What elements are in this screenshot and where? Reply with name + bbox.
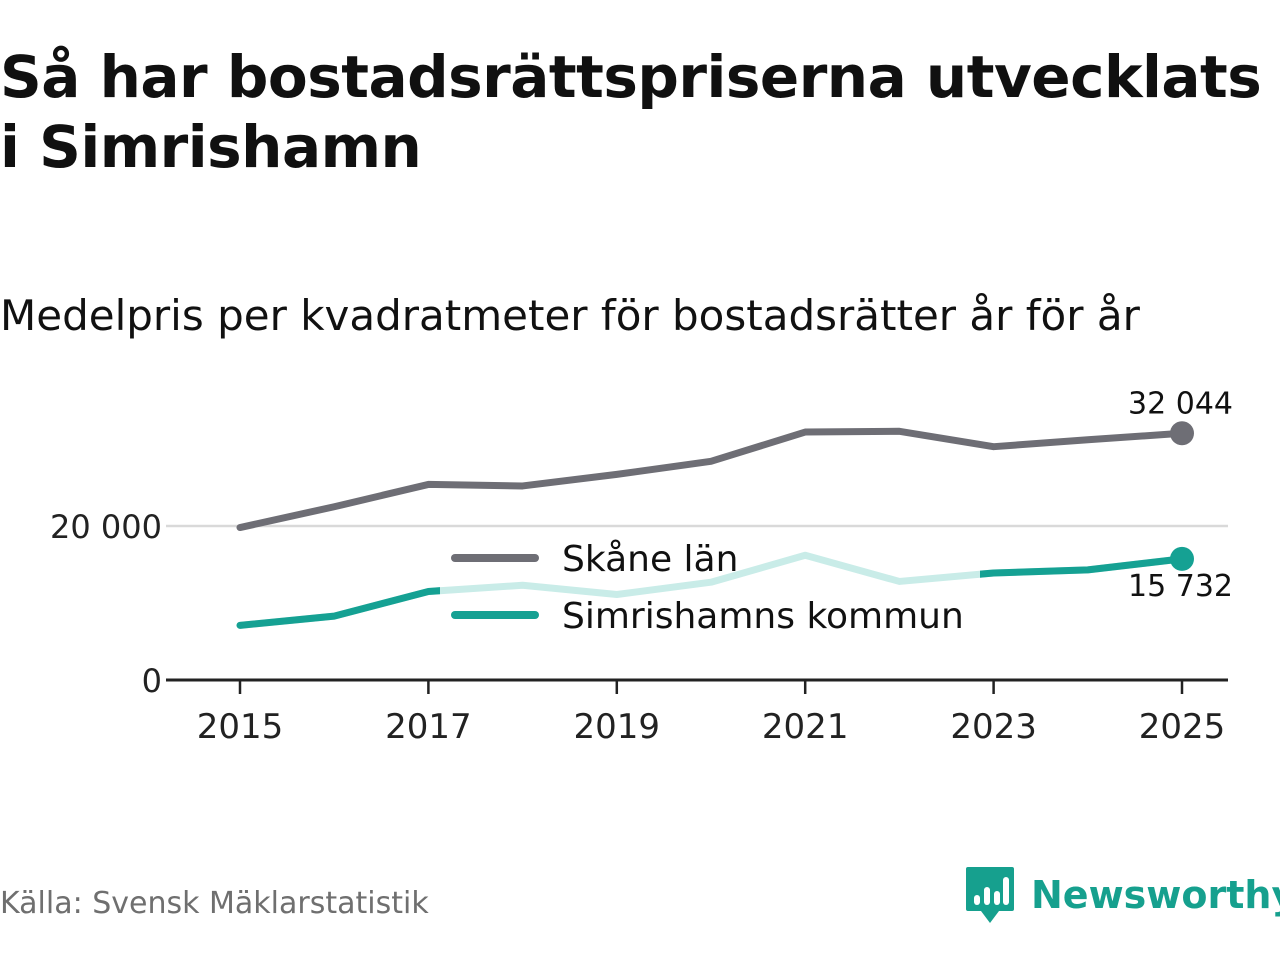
- x-tick-label: 2023: [950, 707, 1037, 747]
- chart-subtitle: Medelpris per kvadratmeter för bostadsrä…: [0, 291, 1140, 340]
- legend-label-simrishamns-kommun: Simrishamns kommun: [562, 596, 964, 637]
- source-note: Källa: Svensk Mäklarstatistik: [0, 886, 429, 921]
- end-label-simrishamns-kommun: 15 732: [1128, 569, 1233, 604]
- brand-name: Newsworthy: [1031, 873, 1280, 917]
- chart-title: Så har bostadsrättspriserna utvecklats i…: [0, 43, 1262, 181]
- legend-label-skane-lan: Skåne län: [562, 539, 738, 580]
- newsworthy-brand: Newsworthy: [965, 865, 1280, 925]
- x-tick-label: 2025: [1139, 707, 1226, 747]
- data-point-simrishamns-kommun-2025: [1170, 546, 1194, 571]
- series-line-skane-lan: [236, 427, 1186, 532]
- x-tick-label: 2021: [762, 707, 849, 747]
- x-tick-label: 2019: [574, 707, 661, 747]
- end-label-skane-lan: 32 044: [1128, 386, 1233, 421]
- y-tick-label: 20 000: [50, 508, 162, 546]
- data-point-skane-lan-2025: [1170, 421, 1194, 446]
- x-tick-label: 2017: [385, 707, 472, 747]
- y-tick-label: 0: [142, 662, 162, 700]
- newsworthy-chart-bubble-icon: [966, 867, 1014, 923]
- x-tick-label: 2015: [197, 707, 284, 747]
